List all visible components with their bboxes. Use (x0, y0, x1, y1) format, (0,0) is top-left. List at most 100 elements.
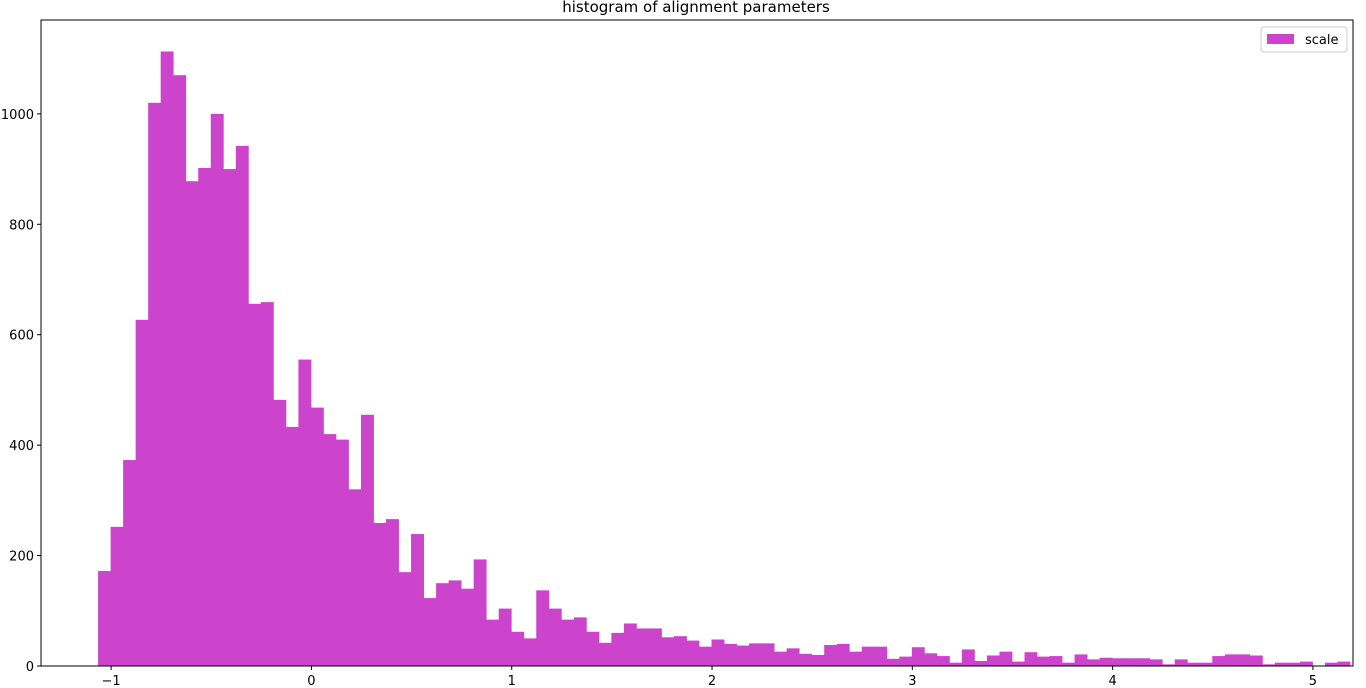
histogram-bar (924, 653, 938, 666)
histogram-bar (235, 145, 249, 666)
y-tick-label: 600 (9, 329, 34, 344)
histogram-bar (749, 643, 762, 666)
histogram-bar (335, 439, 349, 666)
histogram-bar (661, 637, 675, 666)
histogram-bar (98, 571, 112, 666)
histogram-bar (310, 407, 324, 666)
histogram-bar (248, 303, 262, 666)
histogram-bar (1162, 664, 1176, 666)
histogram-bar (523, 638, 537, 666)
histogram-bar (999, 651, 1013, 666)
y-tick-label: 400 (9, 439, 34, 454)
bars-group (98, 51, 1351, 667)
plot-frame (40, 19, 1354, 667)
histogram-bar (1112, 658, 1126, 666)
histogram-bar (886, 658, 900, 666)
histogram-bar (586, 631, 600, 666)
histogram-bar (824, 645, 838, 666)
histogram-bar (961, 649, 975, 666)
histogram-bar (799, 653, 813, 666)
histogram-bar (1199, 662, 1213, 666)
x-axis: −1 0 1 2 3 4 5 (102, 666, 1317, 688)
histogram-bar (1037, 656, 1050, 666)
histogram-bar (974, 661, 988, 666)
histogram-bar (1011, 661, 1025, 666)
x-tick-label: 3 (908, 674, 916, 688)
histogram-bar (636, 628, 650, 666)
histogram-bar (386, 519, 399, 666)
histogram-bar (598, 642, 612, 666)
histogram-bar (110, 526, 124, 666)
histogram-bar (911, 647, 925, 666)
histogram-bar (498, 608, 512, 666)
histogram-bar (1074, 654, 1088, 666)
y-tick-label: 200 (9, 550, 34, 565)
histogram-bar (548, 608, 562, 666)
histogram-bar (623, 623, 637, 666)
histogram-bar (573, 617, 587, 666)
histogram-bar (849, 651, 863, 666)
histogram-bar (699, 646, 712, 666)
histogram-bar (285, 426, 299, 666)
histogram-bar (949, 662, 963, 666)
histogram-bar (461, 588, 475, 666)
histogram-bar (1324, 662, 1338, 666)
histogram-bar (348, 489, 362, 666)
histogram-bar (1249, 655, 1263, 666)
histogram-bar (298, 359, 312, 666)
histogram-bar (611, 632, 625, 666)
legend: scale (1260, 26, 1348, 53)
histogram-bar (123, 460, 137, 666)
histogram-bar (1237, 654, 1251, 666)
histogram-bar (398, 572, 412, 666)
histogram-bar (1137, 658, 1151, 666)
histogram-bar (811, 654, 825, 666)
histogram-bar (1087, 659, 1101, 666)
histogram-bar (1124, 658, 1138, 666)
histogram-bar (1024, 652, 1038, 666)
x-tick-label: 1 (508, 674, 516, 688)
legend-box (1260, 26, 1348, 53)
y-axis: 0 200 400 600 800 1000 (1, 108, 41, 675)
histogram-bar (736, 645, 750, 666)
histogram-bar (135, 319, 149, 666)
histogram-bar (936, 656, 950, 666)
histogram-bar (1262, 664, 1276, 666)
histogram-bar (273, 399, 287, 666)
histogram-bar (1174, 659, 1188, 666)
histogram-bar (210, 113, 224, 667)
chart-title: histogram of alignment parameters (562, 0, 830, 16)
x-tick-label: 4 (1108, 674, 1116, 688)
histogram-bar (486, 619, 500, 666)
x-tick-label: 5 (1309, 674, 1317, 688)
histogram-bar (1062, 662, 1075, 666)
histogram-bar (761, 643, 775, 666)
histogram-bar (648, 628, 662, 666)
histogram-bar (774, 651, 788, 666)
histogram-bar (836, 643, 850, 666)
histogram-bar (1299, 661, 1313, 666)
histogram-bar (373, 523, 387, 666)
histogram-bar (1212, 656, 1226, 666)
x-tick-label: 2 (708, 674, 716, 688)
histogram-bar (360, 414, 374, 666)
histogram-bar (436, 583, 450, 666)
histogram-bar (473, 559, 487, 666)
y-tick-label: 1000 (1, 108, 34, 123)
histogram-bar (986, 655, 1000, 666)
x-tick-label: 0 (307, 674, 315, 688)
histogram-bar (185, 181, 199, 666)
histogram-bar (423, 598, 437, 666)
histogram-bar (786, 648, 800, 666)
histogram-bar (448, 580, 462, 666)
histogram-bar (536, 590, 550, 666)
histogram-bar (1149, 659, 1163, 666)
legend-swatch (1267, 34, 1294, 44)
histogram-bar (561, 619, 575, 666)
histogram-bar (1224, 654, 1238, 666)
histogram-bar (874, 646, 888, 666)
histogram-bar (899, 656, 913, 666)
x-tick-label: −1 (102, 674, 121, 688)
y-tick-label: 0 (26, 660, 34, 675)
histogram-bar (1099, 657, 1113, 666)
